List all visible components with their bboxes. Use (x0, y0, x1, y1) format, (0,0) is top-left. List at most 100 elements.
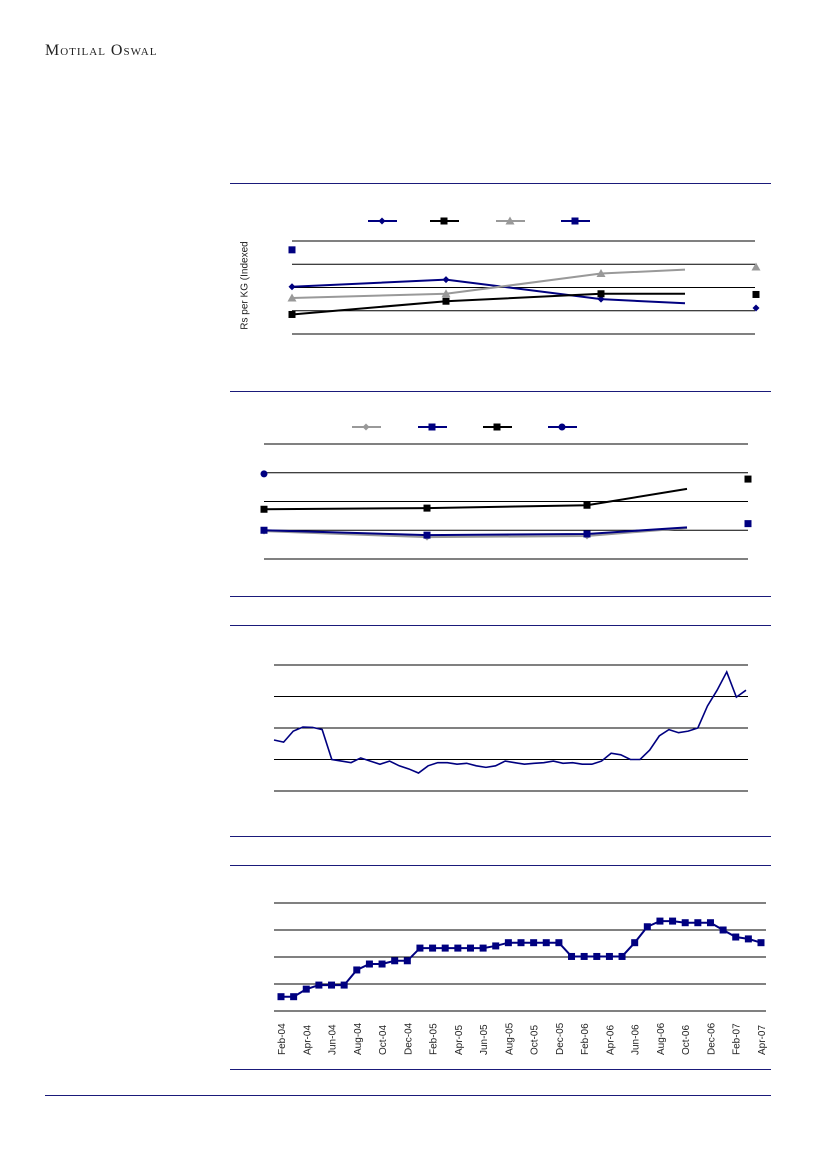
x-tick-label: Oct-05 (530, 1025, 541, 1055)
data-point (542, 939, 550, 947)
data-point (340, 981, 348, 989)
data-point (597, 290, 605, 298)
x-tick-label: Apr-07 (757, 1025, 768, 1055)
series-line (291, 278, 686, 305)
x-tick-label: Feb-07 (732, 1023, 743, 1055)
series-line (263, 487, 688, 511)
data-point (260, 470, 268, 478)
x-tick-label: Apr-05 (454, 1025, 465, 1055)
series-line (291, 292, 685, 316)
data-point (751, 262, 761, 271)
series-line (263, 526, 688, 539)
x-tick-label: Dec-05 (555, 1022, 566, 1055)
data-point (504, 939, 512, 947)
x-tick-label: Aug-05 (504, 1022, 515, 1055)
x-tick-label: Jun-05 (479, 1024, 490, 1055)
data-point (643, 923, 651, 931)
x-tick-label: Dec-04 (403, 1022, 414, 1055)
data-point (442, 276, 450, 284)
data-point (681, 919, 689, 927)
x-tick-label: Aug-04 (353, 1022, 364, 1055)
data-point (593, 952, 601, 960)
divider (230, 865, 771, 866)
data-point (605, 952, 613, 960)
data-point (752, 290, 760, 298)
data-point (423, 504, 431, 512)
data-point (429, 944, 437, 952)
data-point (391, 957, 399, 965)
data-point (328, 981, 336, 989)
divider (230, 625, 771, 626)
data-point (479, 944, 487, 952)
data-point (744, 475, 752, 483)
data-point (260, 505, 268, 513)
legend-marker (571, 217, 579, 225)
data-point (315, 981, 323, 989)
x-tick-label: Jun-06 (631, 1024, 642, 1055)
footer-rule (45, 1095, 771, 1096)
chart-3 (273, 664, 748, 792)
data-point (618, 952, 626, 960)
data-point (492, 942, 500, 950)
data-point (752, 304, 760, 312)
data-point (517, 939, 525, 947)
data-point (583, 501, 591, 509)
x-tick-label: Feb-06 (580, 1023, 591, 1055)
x-tick-label: Jun-04 (328, 1024, 339, 1055)
x-tick-label: Dec-06 (706, 1022, 717, 1055)
data-point (288, 310, 296, 318)
chart-1 (291, 240, 755, 335)
data-point (694, 919, 702, 927)
data-point (353, 966, 361, 974)
data-point (290, 993, 298, 1001)
data-point (596, 269, 606, 278)
data-point (277, 993, 285, 1001)
data-point (466, 944, 474, 952)
chart-2 (263, 443, 748, 560)
divider (230, 391, 771, 392)
data-point (454, 944, 462, 952)
data-point (288, 246, 296, 254)
x-tick-label: Apr-06 (605, 1025, 616, 1055)
data-point (378, 960, 386, 968)
data-point (441, 944, 449, 952)
data-point (580, 952, 588, 960)
data-point (744, 935, 752, 943)
data-point (669, 917, 677, 925)
series-line (273, 669, 747, 774)
x-tick-label: Feb-05 (429, 1023, 440, 1055)
data-point (442, 297, 450, 305)
data-point (288, 283, 296, 291)
x-tick-label: Oct-06 (681, 1025, 692, 1055)
data-point (568, 952, 576, 960)
data-point (583, 530, 591, 538)
data-point (719, 926, 727, 934)
series-line (281, 920, 762, 998)
data-point (302, 985, 310, 993)
divider (230, 836, 771, 837)
x-tick-label: Apr-04 (302, 1025, 313, 1055)
data-point (530, 939, 538, 947)
legend-marker (493, 423, 501, 431)
data-point (706, 919, 714, 927)
legend-marker (378, 217, 386, 225)
x-tick-label: Feb-04 (277, 1023, 288, 1055)
x-tick-label: Oct-04 (378, 1025, 389, 1055)
legend-marker (428, 423, 436, 431)
data-point (403, 957, 411, 965)
x-tick-label: Aug-06 (656, 1022, 667, 1055)
data-point (260, 526, 268, 534)
data-point (744, 520, 752, 528)
data-point (555, 939, 563, 947)
divider (230, 596, 771, 597)
data-point (656, 917, 664, 925)
legend-marker (440, 217, 448, 225)
data-point (732, 933, 740, 941)
data-point (597, 295, 605, 303)
data-point (287, 293, 297, 302)
data-point (365, 960, 373, 968)
legend-marker (362, 423, 370, 431)
data-point (423, 531, 431, 539)
divider (230, 1069, 771, 1070)
